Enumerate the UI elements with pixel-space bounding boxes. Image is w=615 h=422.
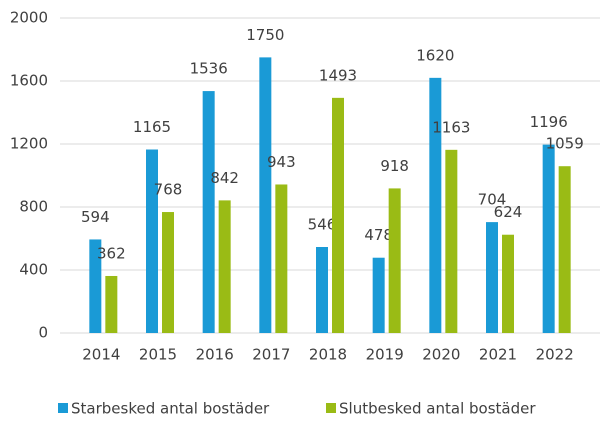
x-tick-label: 2014 bbox=[82, 346, 120, 364]
bar bbox=[202, 91, 215, 333]
x-tick-label: 2016 bbox=[196, 346, 234, 364]
data-label: 546 bbox=[308, 216, 337, 234]
y-tick-label: 2000 bbox=[10, 9, 48, 27]
x-tick-label: 2019 bbox=[366, 346, 404, 364]
x-tick-label: 2021 bbox=[479, 346, 517, 364]
legend-label: Starbesked antal bostäder bbox=[71, 400, 270, 418]
data-label: 594 bbox=[81, 208, 110, 226]
data-label: 704 bbox=[478, 191, 507, 209]
data-label: 478 bbox=[364, 226, 393, 244]
bar bbox=[502, 234, 514, 333]
legend-swatch bbox=[326, 403, 336, 413]
y-tick-label: 400 bbox=[19, 261, 48, 279]
bar bbox=[259, 57, 272, 333]
y-tick-label: 1200 bbox=[10, 135, 48, 153]
y-tick-label: 1600 bbox=[10, 72, 48, 90]
data-label: 1059 bbox=[546, 135, 584, 153]
y-tick-label: 0 bbox=[38, 324, 48, 342]
x-tick-label: 2015 bbox=[139, 346, 177, 364]
bar bbox=[558, 166, 571, 333]
data-label: 1536 bbox=[190, 60, 228, 78]
data-label: 1165 bbox=[133, 118, 171, 136]
data-label: 1620 bbox=[416, 46, 454, 64]
bar bbox=[429, 77, 442, 333]
bar bbox=[146, 149, 158, 333]
data-label: 1163 bbox=[432, 118, 470, 136]
x-tick-label: 2018 bbox=[309, 346, 347, 364]
bar bbox=[162, 212, 174, 333]
data-label: 918 bbox=[380, 157, 409, 175]
legend-swatch bbox=[58, 403, 68, 413]
bar bbox=[316, 247, 328, 333]
bar bbox=[542, 144, 555, 333]
bar bbox=[105, 275, 118, 333]
data-label: 768 bbox=[154, 181, 183, 199]
data-label: 943 bbox=[267, 153, 296, 171]
data-label: 1750 bbox=[246, 26, 284, 44]
bar bbox=[372, 257, 385, 333]
x-tick-label: 2017 bbox=[252, 346, 290, 364]
bar bbox=[275, 184, 288, 333]
bar bbox=[388, 188, 401, 333]
bar bbox=[486, 222, 498, 333]
bar bbox=[218, 200, 231, 333]
x-tick-label: 2020 bbox=[422, 346, 460, 364]
data-label: 624 bbox=[494, 203, 523, 221]
bar bbox=[445, 149, 458, 333]
y-tick-label: 800 bbox=[19, 198, 48, 216]
data-label: 1196 bbox=[530, 113, 568, 131]
data-label: 842 bbox=[210, 169, 239, 187]
x-tick-label: 2022 bbox=[536, 346, 574, 364]
bar bbox=[89, 239, 102, 333]
legend-label: Slutbesked antal bostäder bbox=[339, 400, 536, 418]
bar bbox=[332, 97, 344, 333]
data-label: 362 bbox=[97, 244, 126, 262]
data-label: 1493 bbox=[319, 66, 357, 84]
